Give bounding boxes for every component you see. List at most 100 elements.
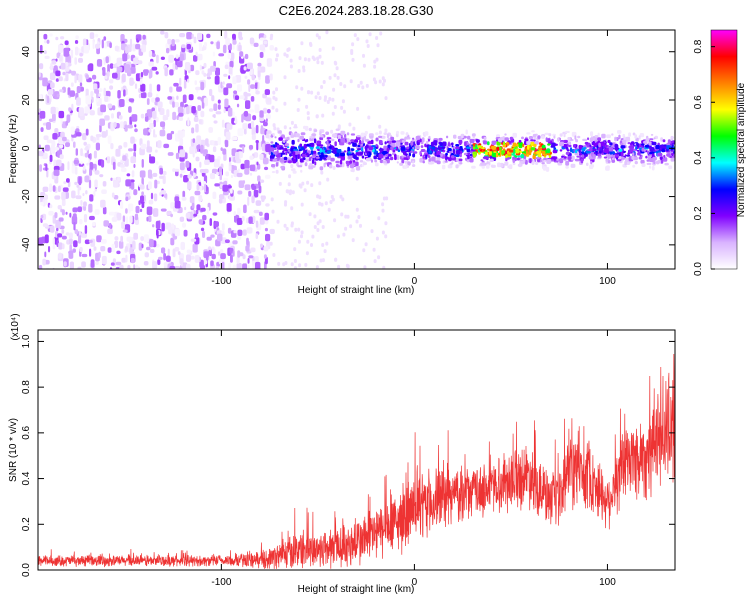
- heatmap-cell: [220, 253, 226, 260]
- heatmap-cell: [160, 30, 165, 35]
- heatmap-cell: [52, 268, 56, 269]
- heatmap-cell: [309, 143, 314, 146]
- heatmap-cell: [498, 152, 501, 156]
- heatmap-cell: [458, 158, 463, 162]
- heatmap-cell: [360, 132, 365, 138]
- heatmap-cell: [179, 33, 186, 38]
- heatmap-cell: [651, 141, 657, 146]
- heatmap-cell: [197, 32, 203, 41]
- heatmap-cell: [191, 106, 196, 114]
- heatmap-cell: [202, 231, 206, 238]
- heatmap-cell: [203, 149, 208, 155]
- heatmap-cell: [590, 131, 594, 137]
- heatmap-cell: [70, 82, 74, 87]
- heatmap-cell: [538, 154, 542, 158]
- heatmap-cell: [538, 150, 542, 155]
- heatmap-cell: [300, 230, 304, 235]
- heatmap-cell: [219, 194, 225, 200]
- heatmap-cell: [379, 31, 383, 36]
- heatmap-cell: [83, 201, 87, 207]
- heatmap-cell: [205, 138, 209, 146]
- heatmap-cell: [59, 144, 64, 149]
- heatmap-cell: [279, 158, 285, 163]
- heatmap-cell: [349, 79, 353, 84]
- heatmap-cell: [671, 153, 674, 156]
- heatmap-cell: [660, 159, 664, 164]
- heatmap-cell: [330, 157, 335, 162]
- heatmap-cell: [101, 189, 107, 194]
- heatmap-cell: [168, 226, 173, 235]
- heatmap-cell: [236, 217, 243, 225]
- heatmap-cell: [248, 109, 255, 113]
- heatmap-cell: [574, 135, 577, 140]
- heatmap-cell: [177, 106, 184, 114]
- heatmap-cell: [44, 144, 50, 152]
- heatmap-cell: [74, 57, 77, 65]
- heatmap-cell: [129, 215, 133, 224]
- heatmap-cell: [251, 195, 255, 204]
- heatmap-cell: [132, 43, 136, 52]
- heatmap-cell: [526, 154, 529, 157]
- heatmap-cell: [253, 209, 260, 214]
- heatmap-cell: [72, 248, 76, 253]
- heatmap-cell: [352, 126, 356, 131]
- heatmap-cell: [125, 46, 129, 54]
- heatmap-cell: [611, 151, 615, 155]
- heatmap-cell: [42, 258, 46, 266]
- heatmap-cell: [453, 134, 457, 139]
- heatmap-cell: [365, 39, 369, 44]
- heatmap-cell: [388, 140, 392, 145]
- heatmap-cell: [234, 116, 237, 124]
- heatmap-cell: [63, 181, 67, 185]
- heatmap-cell: [102, 181, 107, 187]
- heatmap-cell: [565, 160, 570, 166]
- heatmap-cell: [467, 154, 470, 160]
- heatmap-cell: [83, 214, 88, 223]
- heatmap-cell: [319, 154, 324, 158]
- heatmap-cell: [114, 236, 119, 241]
- heatmap-cell: [615, 154, 619, 157]
- heatmap-cell: [197, 96, 202, 100]
- heatmap-cell: [46, 169, 49, 178]
- heatmap-cell: [130, 156, 137, 164]
- heatmap-cell: [537, 147, 543, 151]
- heatmap-cell: [89, 194, 94, 202]
- heatmap-cell: [314, 95, 318, 100]
- heatmap-cell: [259, 44, 265, 51]
- heatmap-cell: [297, 227, 301, 232]
- heatmap-cell: [55, 36, 59, 41]
- heatmap-cell: [226, 203, 232, 212]
- heatmap-cell: [407, 161, 411, 166]
- heatmap-cell: [464, 152, 468, 156]
- heatmap-cell: [224, 98, 229, 108]
- heatmap-cell: [66, 114, 71, 123]
- x-tick-label: -100: [211, 577, 231, 588]
- heatmap-cell: [387, 137, 391, 142]
- heatmap-cell: [441, 146, 446, 149]
- heatmap-cell: [140, 92, 147, 99]
- heatmap-cell: [339, 159, 343, 165]
- heatmap-cell: [134, 124, 137, 128]
- heatmap-cell: [117, 90, 121, 99]
- heatmap-cell: [93, 83, 98, 90]
- heatmap-cell: [407, 155, 410, 160]
- heatmap-cell: [326, 157, 331, 161]
- heatmap-cell: [373, 59, 377, 64]
- heatmap-cell: [340, 137, 346, 143]
- heatmap-cell: [311, 159, 315, 164]
- top-x-ticks: -100 0 100: [211, 30, 616, 287]
- heatmap-cell: [139, 208, 143, 213]
- heatmap-cell: [237, 84, 242, 92]
- heatmap-cell: [292, 155, 296, 158]
- heatmap-cell: [257, 82, 260, 90]
- heatmap-cell: [546, 159, 551, 164]
- heatmap-cell: [278, 137, 283, 141]
- heatmap-cell: [78, 230, 82, 236]
- heatmap-cell: [297, 151, 301, 155]
- heatmap-cell: [290, 164, 294, 169]
- heatmap-cell: [82, 165, 86, 171]
- heatmap-cell: [65, 62, 69, 67]
- heatmap-cell: [69, 90, 75, 97]
- heatmap-cell: [330, 129, 334, 134]
- heatmap-cell: [333, 218, 337, 223]
